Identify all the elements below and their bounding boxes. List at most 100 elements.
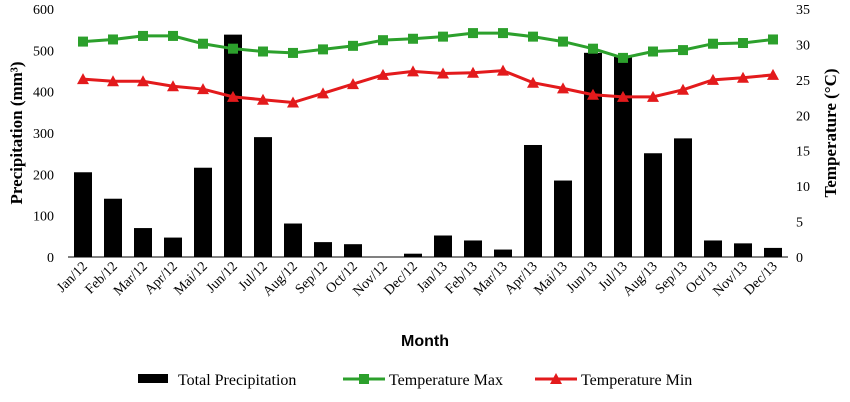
temperature-max-line (82, 31, 774, 60)
x-tick-label: Jun/13 (564, 259, 601, 296)
temperature-min-marker (767, 68, 779, 80)
temperature-min-marker (437, 67, 449, 79)
temperature-max-marker (588, 43, 598, 54)
y-axis-title: Precipitation (mm³) (7, 61, 26, 204)
precipitation-bar (614, 56, 632, 257)
temperature-min-marker (137, 75, 149, 87)
precipitation-bar (644, 153, 662, 257)
temperature-min-marker (347, 78, 359, 90)
temperature-max-marker (498, 28, 508, 39)
temperature-min-marker (197, 83, 209, 95)
x-tick-label: Mar/13 (471, 259, 511, 299)
x-tick-label: Dec/12 (382, 259, 421, 298)
temperature-max-marker (228, 43, 238, 54)
temperature-max-marker (678, 45, 688, 56)
x-tick-label: Jun/12 (204, 259, 241, 296)
temperature-min-marker (377, 68, 389, 80)
temperature-max-marker (288, 47, 298, 58)
y-tick-label: 400 (33, 86, 54, 101)
y-tick-label: 500 (33, 44, 54, 59)
x-tick-label: Aug/13 (621, 259, 661, 299)
precipitation-bar (104, 198, 122, 257)
legend-swatch (138, 374, 168, 383)
legend: Total Precipitation Temperature Max Temper… (138, 372, 692, 389)
y2-tick-label: 25 (796, 74, 810, 89)
y-tick-label: 600 (33, 3, 54, 18)
precipitation-bar (404, 253, 422, 257)
temperature-min-marker (167, 80, 179, 92)
temperature-min-marker (467, 66, 479, 78)
temperature-max-marker (408, 33, 418, 44)
y2-tick-label: 20 (796, 109, 810, 124)
precipitation-bar (344, 244, 362, 257)
legend-label: Temperature Min (581, 372, 692, 389)
precipitation-bar (584, 52, 602, 258)
temperature-max-marker (438, 31, 448, 42)
y2-tick-label: 35 (796, 3, 810, 18)
precipitation-bar (224, 34, 242, 258)
temperature-max-marker (738, 38, 748, 49)
temperature-max-marker (768, 34, 778, 45)
precipitation-bar (524, 144, 542, 257)
temperature-max-marker (198, 38, 208, 49)
temperature-min-marker (617, 90, 629, 102)
temperature-max-marker (78, 36, 88, 47)
temperature-min-marker (77, 73, 89, 85)
precipitation-bar (164, 237, 182, 257)
temperature-min-marker (557, 82, 569, 94)
legend-item: Total Precipitation (138, 372, 296, 389)
precipitation-bar (704, 240, 722, 257)
temperature-min-marker (497, 64, 509, 76)
temperature-max-marker (618, 52, 628, 63)
legend-label: Temperature Max (389, 372, 503, 389)
temperature-max-marker (378, 35, 388, 46)
precipitation-bar (494, 249, 512, 257)
precipitation-bar (254, 137, 272, 257)
temperature-max-marker (168, 30, 178, 41)
x-axis-title: Month (401, 333, 449, 350)
temperature-min-marker (257, 93, 269, 105)
precipitation-bar (434, 235, 452, 257)
y2-tick-label: 30 (796, 38, 810, 53)
temperature-min-marker (737, 71, 749, 83)
x-tick-label: Dec/13 (742, 259, 781, 298)
temperature-max-marker (138, 30, 148, 41)
x-tick-label: Aug/12 (261, 259, 301, 299)
temperature-min-marker (107, 75, 119, 87)
temperature-max-marker (648, 46, 658, 57)
x-tick-label: Mai/12 (172, 259, 211, 298)
y2-axis-title: Temperature (°C) (821, 68, 840, 197)
y-tick-label: 200 (33, 168, 54, 183)
precipitation-bar (314, 242, 332, 257)
legend-item: Temperature Max (343, 372, 503, 389)
y2-tick-label: 10 (796, 180, 810, 195)
temperature-max-marker (258, 46, 268, 57)
y-tick-label: 0 (47, 251, 54, 266)
legend-item: Temperature Min (535, 372, 692, 389)
temperature-max-marker (318, 44, 328, 55)
temperature-min-marker (317, 87, 329, 99)
precipitation-bar (134, 228, 152, 257)
temperature-max-marker (528, 31, 538, 42)
precipitation-bar (194, 167, 212, 257)
precipitation-bar (734, 243, 752, 257)
temperature-min-marker (587, 88, 599, 100)
precipitation-bar (674, 138, 692, 257)
y2-tick-label: 15 (796, 145, 810, 160)
precipitation-bars (74, 34, 782, 258)
temperature-min-marker (407, 65, 419, 77)
temperature-lines (77, 28, 779, 108)
legend-label: Total Precipitation (178, 372, 296, 389)
x-tick-label: Sep/13 (653, 259, 691, 297)
temperature-min-line (82, 69, 774, 105)
y-tick-label: 100 (33, 210, 54, 225)
x-tick-label: Sep/12 (293, 259, 331, 297)
precipitation-bar (284, 223, 302, 257)
temperature-max-marker (708, 38, 718, 49)
temperature-min-marker (677, 83, 689, 95)
x-tick-label: Mai/13 (532, 259, 571, 298)
precipitation-bar (554, 180, 572, 257)
temperature-min-marker (287, 96, 299, 108)
precipitation-bar (464, 240, 482, 257)
